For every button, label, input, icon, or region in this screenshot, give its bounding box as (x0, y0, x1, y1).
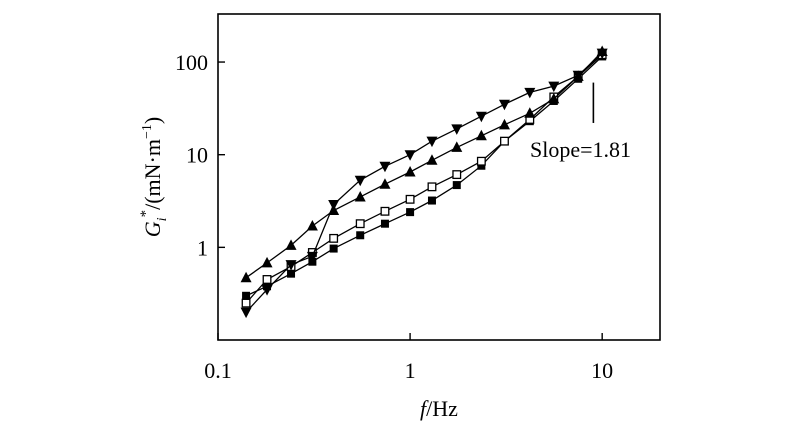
y-axis-ticks: 1 10 100 (175, 50, 225, 260)
series-4-point (404, 150, 416, 161)
series-4-point (524, 87, 536, 99)
series-1-point (380, 219, 389, 228)
series-1-point (477, 161, 486, 170)
series-4-point (451, 124, 463, 135)
slope-annotation: Slope=1.81 (530, 82, 631, 162)
series-3-point (354, 190, 366, 202)
series-4-point (240, 307, 252, 319)
x-tick-label: 0.1 (204, 358, 232, 383)
y-tick-label: 100 (175, 50, 208, 75)
slope-label: Slope=1.81 (530, 137, 631, 162)
series-4-point (548, 81, 560, 93)
series-3-point (548, 92, 560, 104)
series-4-point (498, 99, 510, 111)
series-4-point (261, 285, 273, 296)
series-4-point (306, 251, 318, 263)
series-3-point (285, 239, 297, 250)
series-2-point (262, 275, 272, 284)
series-4-point (354, 175, 366, 187)
x-axis-title: f/Hz (420, 396, 458, 421)
series-4-point (596, 48, 608, 60)
x-tick-label: 10 (591, 358, 613, 383)
series-3-point (379, 178, 391, 189)
series-3-point (498, 118, 510, 130)
series-4-point (379, 161, 391, 173)
y-tick-label: 1 (197, 235, 208, 260)
y-tick-label: 10 (186, 143, 208, 168)
series-3-line (245, 51, 603, 279)
series-1-point (242, 291, 251, 300)
series-layer (240, 45, 608, 319)
series-3-point (475, 129, 487, 141)
y-axis-title: Gi*/(mN·m−1) (138, 117, 170, 237)
series-3-point (451, 141, 463, 152)
series-1-point (287, 269, 296, 278)
series-2-point (329, 233, 339, 243)
series-1-point (356, 231, 365, 240)
x-axis-ticks: 0.1 1 10 (204, 333, 613, 383)
series-4-point (285, 260, 297, 271)
series-3-point (426, 154, 438, 165)
series-1-point (452, 181, 461, 190)
series-3-point (524, 107, 536, 118)
series-2-point (380, 206, 390, 216)
series-3-point (261, 256, 273, 268)
series-2-point (241, 298, 251, 308)
series-3-point (404, 166, 416, 177)
series-2-point (405, 194, 415, 204)
series-3-point (240, 271, 252, 283)
x-tick-label: 1 (405, 358, 416, 383)
series-4-line (245, 52, 603, 313)
series-4-point (572, 70, 584, 82)
series-4-point (426, 136, 438, 148)
series-4-point (475, 111, 487, 123)
series-1-point (406, 208, 415, 217)
plot-frame (217, 13, 661, 341)
series-1-line (245, 55, 603, 297)
series-4-point (328, 200, 340, 211)
series-2-point (500, 136, 509, 146)
series-3-point (306, 219, 318, 231)
series-2-point (452, 170, 462, 180)
series-2-point (427, 182, 437, 192)
series-1-point (427, 196, 436, 205)
series-1-point (329, 244, 338, 253)
series-2-point (476, 156, 486, 166)
series-2-line (245, 54, 603, 304)
series-2-point (355, 219, 365, 229)
